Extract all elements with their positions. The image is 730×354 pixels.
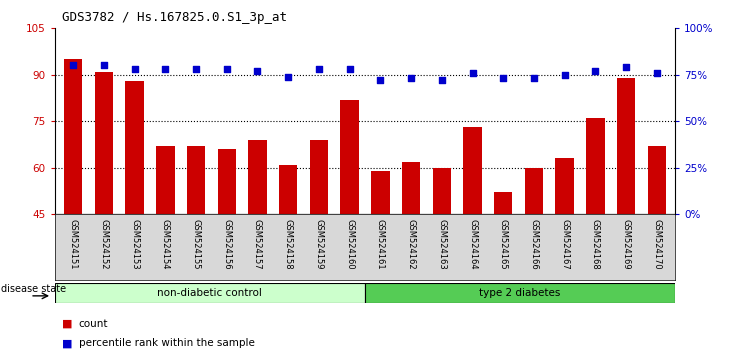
Bar: [586, 118, 604, 214]
Text: GSM524165: GSM524165: [499, 219, 508, 270]
Point: [466, 70, 478, 76]
Bar: [279, 165, 297, 214]
Text: GSM524166: GSM524166: [529, 219, 539, 270]
Point: [497, 76, 509, 81]
Text: GSM524168: GSM524168: [591, 219, 600, 270]
Point: [191, 67, 202, 72]
Text: GSM524160: GSM524160: [345, 219, 354, 270]
Bar: [617, 78, 635, 214]
Bar: [494, 193, 512, 214]
Bar: [95, 72, 113, 214]
Bar: [433, 168, 451, 214]
Text: GSM524154: GSM524154: [161, 219, 170, 270]
Bar: [156, 146, 174, 214]
Point: [67, 63, 79, 68]
Point: [221, 67, 233, 72]
Text: disease state: disease state: [1, 284, 66, 295]
Text: percentile rank within the sample: percentile rank within the sample: [79, 338, 255, 348]
Text: GSM524170: GSM524170: [653, 219, 661, 270]
Point: [559, 72, 571, 78]
Bar: [525, 168, 543, 214]
Point: [620, 64, 632, 70]
Bar: [340, 99, 359, 214]
Text: GSM524151: GSM524151: [69, 219, 77, 270]
Bar: [187, 146, 205, 214]
Bar: [365, 283, 675, 303]
Point: [128, 67, 140, 72]
Point: [436, 78, 447, 83]
Text: type 2 diabetes: type 2 diabetes: [480, 288, 561, 298]
Bar: [55, 283, 365, 303]
Point: [651, 70, 663, 76]
Text: GSM524161: GSM524161: [376, 219, 385, 270]
Text: ■: ■: [62, 338, 72, 348]
Point: [283, 74, 294, 79]
Point: [344, 67, 356, 72]
Text: GSM524158: GSM524158: [284, 219, 293, 270]
Bar: [556, 159, 574, 214]
Bar: [248, 140, 266, 214]
Text: GSM524169: GSM524169: [622, 219, 631, 270]
Text: GSM524162: GSM524162: [407, 219, 415, 270]
Text: GSM524155: GSM524155: [191, 219, 201, 270]
Bar: [64, 59, 82, 214]
Point: [590, 68, 602, 74]
Text: ■: ■: [62, 319, 72, 329]
Point: [98, 63, 110, 68]
Point: [528, 76, 539, 81]
Bar: [402, 161, 420, 214]
Point: [313, 67, 325, 72]
Text: count: count: [79, 319, 108, 329]
Bar: [310, 140, 328, 214]
Bar: [126, 81, 144, 214]
Point: [374, 78, 386, 83]
Bar: [464, 127, 482, 214]
Text: non-diabetic control: non-diabetic control: [158, 288, 262, 298]
Text: GSM524153: GSM524153: [130, 219, 139, 270]
Text: GSM524156: GSM524156: [222, 219, 231, 270]
Bar: [218, 149, 236, 214]
Bar: [371, 171, 390, 214]
Point: [252, 68, 264, 74]
Text: GDS3782 / Hs.167825.0.S1_3p_at: GDS3782 / Hs.167825.0.S1_3p_at: [62, 11, 287, 24]
Point: [159, 67, 171, 72]
Point: [405, 76, 417, 81]
Bar: [648, 146, 666, 214]
Text: GSM524167: GSM524167: [560, 219, 569, 270]
Text: GSM524164: GSM524164: [468, 219, 477, 270]
Text: GSM524157: GSM524157: [253, 219, 262, 270]
Text: GSM524152: GSM524152: [99, 219, 108, 270]
Text: GSM524163: GSM524163: [437, 219, 446, 270]
Text: GSM524159: GSM524159: [315, 219, 323, 270]
